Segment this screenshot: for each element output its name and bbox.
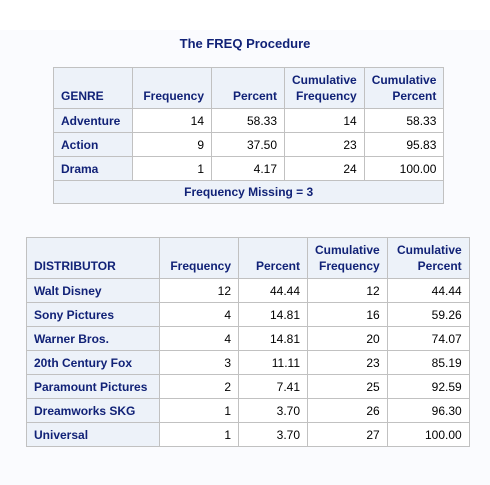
cumulative-frequency-cell: 23 — [307, 350, 388, 375]
table-row: Walt Disney 12 44.44 12 44.44 — [26, 278, 470, 303]
cumulative-percent-cell: 96.30 — [386, 398, 470, 423]
frequency-cell: 1 — [159, 398, 239, 423]
cumulative-percent-cell: 85.19 — [386, 350, 470, 375]
percent-cell: 37.50 — [211, 132, 285, 157]
procedure-title: The FREQ Procedure — [179, 36, 311, 51]
header-line: Percent — [392, 89, 437, 103]
row-label: Walt Disney — [26, 278, 160, 303]
row-label: Paramount Pictures — [26, 374, 160, 399]
frequency-cell: 4 — [159, 326, 239, 351]
table-header-row: GENRE Frequency Percent Cumulative Freque… — [53, 67, 445, 109]
cumulative-percent-cell: 74.07 — [386, 326, 470, 351]
frequency-cell: 1 — [159, 422, 239, 447]
frequency-cell: 3 — [159, 350, 239, 375]
table-row: Paramount Pictures 2 7.41 25 92.59 — [26, 374, 470, 399]
header-line: Percent — [417, 259, 462, 273]
table-row: Action 9 37.50 23 95.83 — [53, 132, 445, 157]
cumulative-percent-cell: 59.26 — [386, 302, 470, 327]
header-line: Cumulative — [397, 243, 462, 257]
row-label: Warner Bros. — [26, 326, 160, 351]
row-label: Dreamworks SKG — [26, 398, 160, 423]
percent-cell: 11.11 — [238, 350, 308, 375]
header-line: Cumulative — [371, 73, 437, 87]
frequency-cell: 9 — [132, 132, 212, 157]
row-label: Universal — [26, 422, 160, 447]
table-row: 20th Century Fox 3 11.11 23 85.19 — [26, 350, 470, 375]
row-label: 20th Century Fox — [26, 350, 160, 375]
table-row: Dreamworks SKG 1 3.70 26 96.30 — [26, 398, 470, 423]
percent-cell: 7.41 — [238, 374, 308, 399]
percent-cell: 58.33 — [211, 108, 285, 133]
header-line: Frequency — [296, 89, 357, 103]
frequency-cell: 2 — [159, 374, 239, 399]
cumulative-frequency-cell: 25 — [307, 374, 388, 399]
column-header-percent: Percent — [211, 67, 285, 109]
cumulative-frequency-cell: 16 — [307, 302, 388, 327]
cumulative-frequency-cell: 12 — [307, 278, 388, 303]
table-row: Warner Bros. 4 14.81 20 74.07 — [26, 326, 470, 351]
table-row: Universal 1 3.70 27 100.00 — [26, 422, 470, 447]
table-footer-row: Frequency Missing = 3 — [52, 180, 445, 204]
genre-frequency-table: GENRE Frequency Percent Cumulative Freque… — [52, 67, 445, 204]
cumulative-frequency-cell: 14 — [284, 108, 365, 133]
row-label: Drama — [53, 156, 133, 181]
column-header-genre: GENRE — [53, 67, 133, 109]
column-header-cumulative-percent: Cumulative Percent — [386, 237, 470, 279]
cumulative-percent-cell: 58.33 — [363, 108, 445, 133]
cumulative-percent-cell: 95.83 — [363, 132, 445, 157]
cumulative-frequency-cell: 20 — [307, 326, 388, 351]
cumulative-frequency-cell: 26 — [307, 398, 388, 423]
header-line: Cumulative — [292, 73, 357, 87]
distributor-frequency-table: DISTRIBUTOR Frequency Percent Cumulative… — [26, 237, 470, 447]
frequency-cell: 4 — [159, 302, 239, 327]
header-line: Frequency — [319, 259, 380, 273]
frequency-missing-note: Frequency Missing = 3 — [52, 180, 445, 204]
table-row: Drama 1 4.17 24 100.00 — [53, 156, 445, 181]
frequency-cell: 1 — [132, 156, 212, 181]
cumulative-percent-cell: 92.59 — [386, 374, 470, 399]
column-header-frequency: Frequency — [159, 237, 239, 279]
header-line: Cumulative — [315, 243, 380, 257]
cumulative-frequency-cell: 27 — [307, 422, 388, 447]
cumulative-percent-cell: 44.44 — [386, 278, 470, 303]
percent-cell: 4.17 — [211, 156, 285, 181]
column-header-cumulative-percent: Cumulative Percent — [363, 67, 445, 109]
row-label: Adventure — [53, 108, 133, 133]
table-row: Adventure 14 58.33 14 58.33 — [53, 108, 445, 133]
percent-cell: 44.44 — [238, 278, 308, 303]
column-header-cumulative-frequency: Cumulative Frequency — [307, 237, 388, 279]
row-label: Sony Pictures — [26, 302, 160, 327]
column-header-distributor: DISTRIBUTOR — [26, 237, 160, 279]
cumulative-frequency-cell: 23 — [284, 132, 365, 157]
cumulative-percent-cell: 100.00 — [363, 156, 445, 181]
table-row: Sony Pictures 4 14.81 16 59.26 — [26, 302, 470, 327]
column-header-frequency: Frequency — [132, 67, 212, 109]
percent-cell: 14.81 — [238, 302, 308, 327]
percent-cell: 3.70 — [238, 398, 308, 423]
table-header-row: DISTRIBUTOR Frequency Percent Cumulative… — [26, 237, 470, 279]
row-label: Action — [53, 132, 133, 157]
percent-cell: 14.81 — [238, 326, 308, 351]
frequency-cell: 12 — [159, 278, 239, 303]
column-header-cumulative-frequency: Cumulative Frequency — [284, 67, 365, 109]
cumulative-percent-cell: 100.00 — [386, 422, 470, 447]
column-header-percent: Percent — [238, 237, 308, 279]
percent-cell: 3.70 — [238, 422, 308, 447]
frequency-cell: 14 — [132, 108, 212, 133]
cumulative-frequency-cell: 24 — [284, 156, 365, 181]
